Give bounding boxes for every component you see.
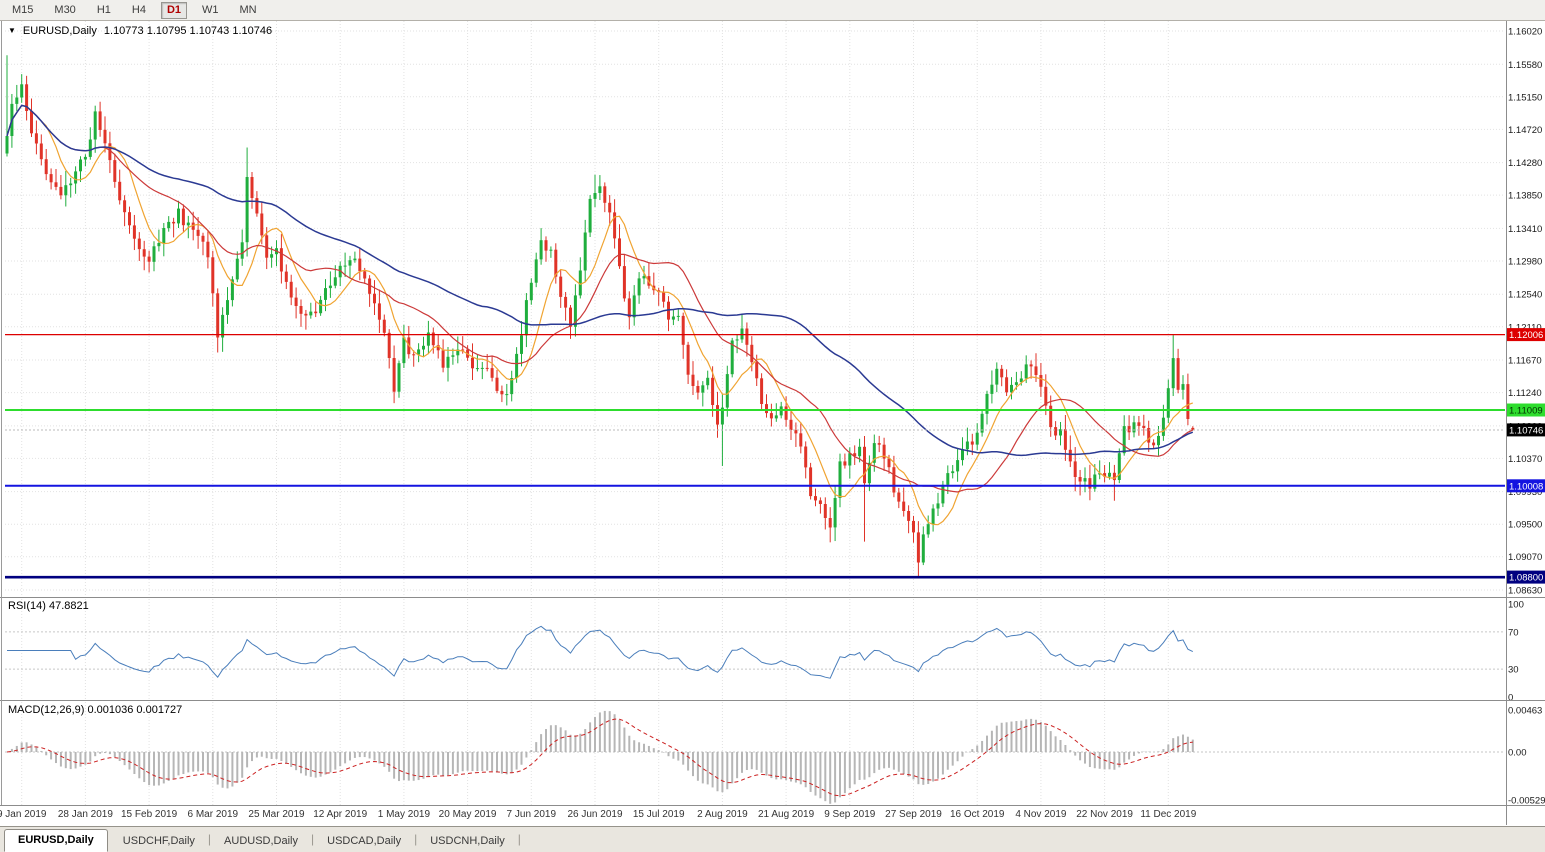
date-axis: 9 Jan 2019 28 Jan 2019 15 Feb 2019 6 Mar 20… [0,809,1197,820]
svg-text:1.14720: 1.14720 [1508,125,1542,136]
svg-text:2 Aug 2019: 2 Aug 2019 [697,809,748,820]
price-axis: 1.16020 1.15580 1.15150 1.14720 1.14280 1.138… [1508,27,1545,807]
tab-separator: | [207,831,212,846]
svg-text:1.12540: 1.12540 [1508,290,1542,301]
horizontal-price-lines[interactable] [5,334,1505,579]
svg-text:1.08800: 1.08800 [1509,573,1543,584]
svg-text:26 Jun 2019: 26 Jun 2019 [567,809,622,820]
svg-text:15 Jul 2019: 15 Jul 2019 [633,809,685,820]
svg-text:15 Feb 2019: 15 Feb 2019 [121,809,178,820]
svg-text:21 Aug 2019: 21 Aug 2019 [758,809,815,820]
svg-text:7 Jun 2019: 7 Jun 2019 [507,809,557,820]
timeframe-toolbar: M15 M30 H1 H4 D1 W1 MN [0,0,1545,21]
rsi-indicator-label: RSI(14) 47.8821 [8,600,89,612]
tab-eurusd-daily[interactable]: EURUSD,Daily [4,829,108,852]
timeframe-button-m30[interactable]: M30 [48,2,81,19]
tab-usdchf-daily[interactable]: USDCHF,Daily [122,835,195,847]
svg-text:1.14280: 1.14280 [1508,158,1542,169]
rsi-line [7,625,1194,679]
svg-text:0: 0 [1508,693,1513,704]
svg-text:0.00: 0.00 [1508,748,1527,759]
svg-text:100: 100 [1508,600,1524,611]
svg-text:6 Mar 2019: 6 Mar 2019 [188,809,239,820]
tab-audusd-daily[interactable]: AUDUSD,Daily [224,835,299,847]
timeframe-button-d1[interactable]: D1 [160,1,187,19]
svg-text:25 Mar 2019: 25 Mar 2019 [248,809,305,820]
svg-text:9 Sep 2019: 9 Sep 2019 [824,809,876,820]
svg-text:30: 30 [1508,665,1519,676]
svg-text:1 May 2019: 1 May 2019 [378,809,431,820]
timeframe-button-w1[interactable]: W1 [196,2,225,19]
svg-text:1.12980: 1.12980 [1508,256,1542,267]
svg-text:1.10370: 1.10370 [1508,454,1542,465]
candlestick-series [5,55,1195,578]
svg-text:0.00463: 0.00463 [1508,706,1542,717]
svg-text:1.16020: 1.16020 [1508,27,1542,38]
svg-text:1.11670: 1.11670 [1508,356,1542,367]
svg-text:1.09500: 1.09500 [1508,520,1542,531]
svg-text:9 Jan 2019: 9 Jan 2019 [0,809,47,820]
tab-usdcnh-daily[interactable]: USDCNH,Daily [430,835,505,847]
svg-text:22 Nov 2019: 22 Nov 2019 [1076,809,1133,820]
svg-text:1.08630: 1.08630 [1508,586,1542,597]
macd-histogram [6,710,1194,804]
chart-symbol-header: ▼ EURUSD,Daily 1.10773 1.10795 1.10743 1… [8,25,272,37]
moving-average-lines [6,104,1194,526]
svg-text:12 Apr 2019: 12 Apr 2019 [313,809,367,820]
timeframe-button-mn[interactable]: MN [234,2,263,19]
collapse-triangle-icon[interactable]: ▼ [8,26,16,35]
tab-separator: | [414,831,418,846]
chart-tab-bar: EURUSD,Daily USDCHF,Daily | AUDUSD,Daily… [0,826,1545,852]
macd-indicator-label: MACD(12,26,9) 0.001036 0.001727 [8,704,183,716]
svg-text:16 Oct 2019: 16 Oct 2019 [950,809,1005,820]
svg-text:1.12006: 1.12006 [1509,330,1543,341]
price-badges: 1.12006 1.11009 1.10008 1.08800 1.10746 [1507,328,1545,584]
svg-text:1.09930: 1.09930 [1508,487,1542,498]
svg-text:1.13850: 1.13850 [1508,191,1542,202]
svg-text:70: 70 [1508,627,1519,638]
svg-text:28 Jan 2019: 28 Jan 2019 [58,809,113,820]
timeframe-button-m15[interactable]: M15 [6,2,39,19]
svg-text:1.10746: 1.10746 [1509,425,1543,436]
svg-text:1.11009: 1.11009 [1509,406,1543,417]
svg-text:20 May 2019: 20 May 2019 [439,809,497,820]
svg-text:27 Sep 2019: 27 Sep 2019 [885,809,942,820]
panel-separators[interactable] [0,21,1545,825]
svg-text:1.15150: 1.15150 [1508,92,1542,103]
svg-text:-0.00529: -0.00529 [1508,796,1545,807]
svg-text:1.12110: 1.12110 [1508,322,1542,333]
tab-separator: | [517,831,521,846]
svg-text:1.09070: 1.09070 [1508,552,1542,563]
ohlc-quote-text: 1.10773 1.10795 1.10743 1.10746 [103,25,273,37]
svg-text:1.11240: 1.11240 [1508,388,1542,399]
tab-separator: | [311,831,315,846]
svg-text:11 Dec 2019: 11 Dec 2019 [1140,809,1196,820]
timeframe-button-h4[interactable]: H4 [126,2,152,19]
symbol-timeframe-text: EURUSD,Daily [22,25,97,37]
timeframe-button-h1[interactable]: H1 [91,2,117,19]
svg-text:4 Nov 2019: 4 Nov 2019 [1015,809,1067,820]
svg-text:1.10008: 1.10008 [1509,481,1543,492]
svg-text:1.15580: 1.15580 [1508,60,1542,71]
svg-text:1.13410: 1.13410 [1508,224,1542,235]
tab-usdcad-daily[interactable]: USDCAD,Daily [327,835,402,847]
